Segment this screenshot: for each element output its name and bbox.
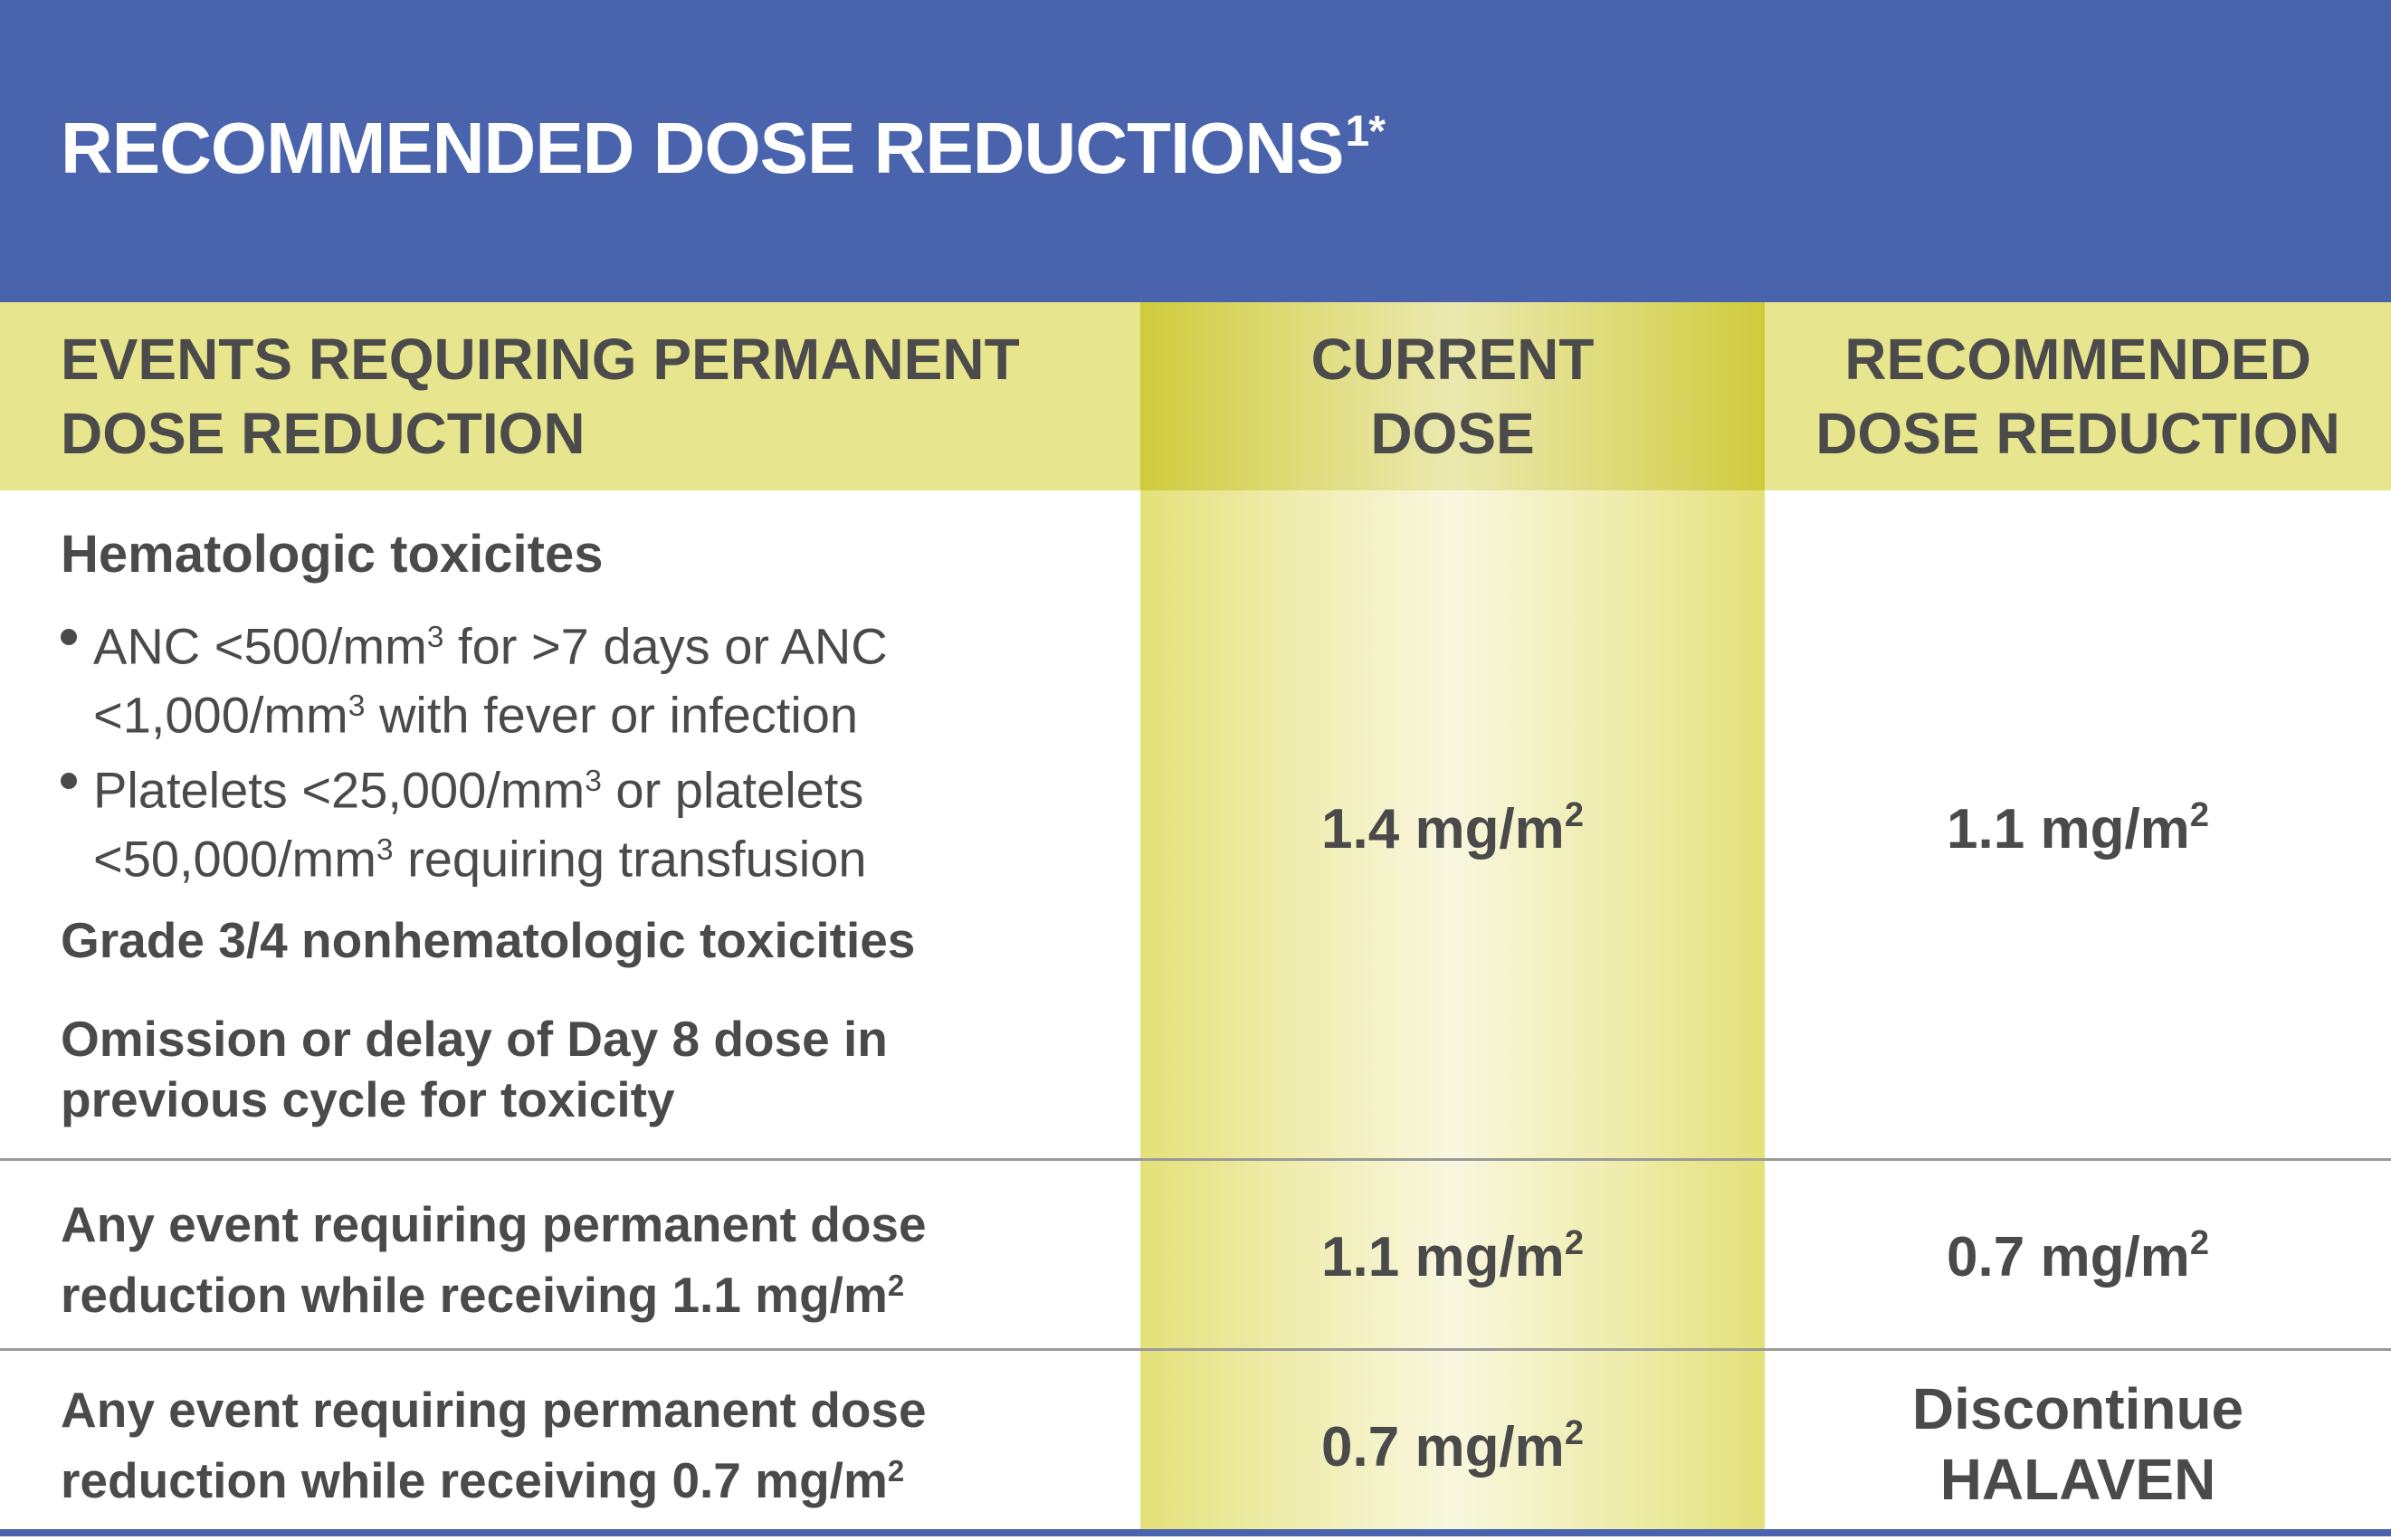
bullet-text: requiring transfusion [393,830,867,888]
table-bottom-rule [0,1529,2391,1536]
row3-event-line2: reduction while receiving 0.7 mg/m2 [61,1440,927,1511]
row1-heading: Hematologic toxicites [61,525,604,584]
row1-omission: Omission or delay of Day 8 dose in previ… [61,1009,888,1130]
row3-event: Any event requiring permanent dose reduc… [61,1380,927,1511]
row1-omission-line1: Omission or delay of Day 8 dose in [61,1011,888,1067]
current-dose-column-highlight [1140,490,1765,1533]
row1-bullet-anc: ANC <500/mm3 for >7 days or ANC <1,000/m… [61,607,888,746]
bullet-text: Platelets <25,000/mm [93,761,586,819]
current-dose-header-highlight [1140,302,1765,490]
discontinue-line2: HALAVEN [1939,1447,2216,1512]
row1-current-dose: 1.4 mg/m2 [1140,798,1765,858]
column-header-events-line2: DOSE REDUCTION [61,401,586,466]
bullet-text: for >7 days or ANC [443,617,888,675]
dose-value: 1.4 mg/m [1321,798,1565,860]
superscript: 2 [887,1269,905,1302]
bullet-dot [61,629,77,645]
bullet-text: <1,000/mm [93,686,348,744]
bullet-text: <50,000/mm [93,830,376,888]
bullet-text: ANC <500/mm [93,617,427,675]
bullet-line: <1,000/mm3 with fever or infection [61,676,888,745]
bullet-text: or platelets [601,761,864,819]
column-header-current-dose: CURRENT DOSE [1140,322,1765,471]
row1-nonhematologic: Grade 3/4 nonhematologic toxicities [61,912,916,968]
dose-value: 1.1 mg/m [1947,798,2190,860]
row2-current-dose: 1.1 mg/m2 [1140,1226,1765,1286]
row3-event-line1: Any event requiring permanent dose [61,1382,927,1438]
title-footnote-marker: 1* [1345,108,1386,156]
column-header-recommended-line1: RECOMMENDED [1844,327,2311,392]
column-header-recommended: RECOMMENDED DOSE REDUCTION [1765,322,2391,471]
row2-event-line1: Any event requiring permanent dose [61,1196,927,1252]
superscript: 3 [426,621,444,654]
row2-event: Any event requiring permanent dose reduc… [61,1194,927,1326]
superscript: 2 [887,1454,905,1488]
column-header-events: EVENTS REQUIRING PERMANENT DOSE REDUCTIO… [61,322,1020,471]
column-header-current-line2: DOSE [1370,401,1535,466]
dose-value: 0.7 mg/m [1321,1416,1565,1478]
superscript: 2 [1564,1224,1584,1262]
superscript: 3 [585,765,602,798]
row1-recommended-dose: 1.1 mg/m2 [1765,798,2391,858]
row2-event-line2: reduction while receiving 1.1 mg/m2 [61,1255,927,1326]
row1-bullet-platelets: Platelets <25,000/mm3 or platelets <50,0… [61,751,866,889]
superscript: 3 [348,689,366,724]
bullet-line: Platelets <25,000/mm3 or platelets [61,751,866,820]
row3-recommended-action: Discontinue HALAVEN [1765,1374,2391,1515]
column-header-recommended-line2: DOSE REDUCTION [1815,401,2340,466]
superscript: 2 [1564,796,1584,834]
superscript: 2 [2189,796,2209,834]
bullet-line: <50,000/mm3 requiring transfusion [61,820,866,889]
superscript: 3 [376,833,394,868]
row-divider [0,1348,2391,1351]
row1-omission-line2: previous cycle for toxicity [61,1071,675,1127]
title-text: RECOMMENDED DOSE REDUCTIONS [61,108,1345,188]
column-header-events-line1: EVENTS REQUIRING PERMANENT [61,327,1020,392]
superscript: 2 [2189,1224,2209,1262]
event-text: reduction while receiving 0.7 mg/m [61,1452,888,1509]
column-header-current-line1: CURRENT [1310,327,1595,392]
bullet-text: with fever or infection [365,686,859,744]
superscript: 2 [1564,1414,1584,1452]
row-divider [0,1158,2391,1161]
title-banner: RECOMMENDED DOSE REDUCTIONS1* [0,0,2391,302]
bullet-dot [61,773,77,789]
row2-recommended-dose: 0.7 mg/m2 [1765,1226,2391,1286]
dose-value: 0.7 mg/m [1947,1226,2190,1288]
row3-current-dose: 0.7 mg/m2 [1140,1416,1765,1476]
event-text: reduction while receiving 1.1 mg/m [61,1267,888,1324]
dose-value: 1.1 mg/m [1321,1226,1565,1288]
bullet-line: ANC <500/mm3 for >7 days or ANC [61,607,888,676]
page-title: RECOMMENDED DOSE REDUCTIONS1* [61,108,1386,188]
discontinue-line1: Discontinue [1911,1376,2244,1441]
